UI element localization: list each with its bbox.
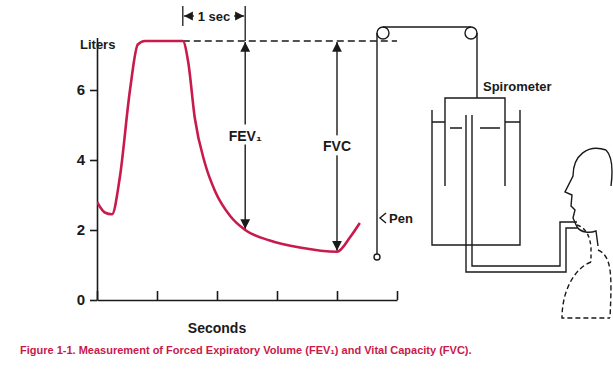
x-tick-mark	[97, 291, 99, 300]
bracket-end	[245, 6, 246, 41]
tube	[466, 115, 577, 272]
pulley	[377, 27, 389, 39]
x-tick-mark	[217, 291, 219, 300]
annotation-label: FVC	[323, 138, 351, 154]
annotation-label: 1 sec	[198, 9, 231, 24]
bell	[445, 98, 505, 186]
annotations: 1 sec FEV₁ FVC	[183, 6, 397, 251]
spirometer-diagram	[374, 27, 612, 318]
figure: 0 2 4 6 Liters Seconds 1 sec FEV₁ FVC Spirometer P…	[0, 0, 613, 371]
y-tick: 4	[77, 151, 97, 168]
y-tick-label: 4	[77, 151, 86, 168]
volume-curve	[97, 41, 360, 252]
cord	[383, 26, 471, 27]
y-tick-mark	[90, 160, 97, 162]
y-tick-label: 2	[77, 221, 85, 238]
x-tick	[157, 291, 158, 300]
label-background	[223, 125, 267, 145]
reference-line	[183, 40, 397, 41]
weight	[374, 254, 380, 260]
x-axis-line	[98, 300, 398, 302]
y-tick-label: 6	[77, 81, 85, 98]
lungs	[562, 250, 611, 318]
tube	[472, 115, 577, 266]
x-axis-title: Seconds	[188, 320, 247, 336]
x-tick	[277, 291, 278, 300]
x-tick-mark	[157, 291, 159, 300]
y-axis: 0 2 4 6	[77, 38, 98, 308]
y-tick-mark	[90, 300, 97, 302]
water-level	[450, 127, 500, 128]
y-tick-label: 0	[77, 291, 85, 308]
x-tick-mark	[337, 291, 339, 300]
x-tick	[97, 291, 98, 300]
airway	[577, 225, 591, 262]
y-tick: 6	[77, 81, 97, 98]
y-axis-title: Liters	[80, 37, 115, 52]
apparatus-label: Pen	[389, 211, 413, 226]
pulley	[465, 27, 477, 39]
bracket-arrow	[184, 15, 194, 16]
cord	[376, 33, 377, 254]
y-axis-line	[97, 38, 99, 301]
x-tick	[397, 291, 398, 300]
water-level	[432, 121, 520, 122]
apparatus-label: Spirometer	[483, 79, 552, 94]
caption: Figure 1-1. Measurement of Forced Expira…	[20, 344, 472, 356]
bracket-arrow	[234, 15, 244, 16]
y-tick-mark	[90, 90, 97, 92]
bracket-end	[182, 6, 183, 26]
y-tick-mark	[90, 230, 97, 232]
annotation-label: FEV₁	[229, 128, 262, 144]
x-tick	[217, 291, 218, 300]
pen-tip	[380, 213, 386, 223]
head	[606, 150, 612, 186]
y-tick: 2	[77, 221, 97, 238]
plot-area	[97, 41, 360, 252]
x-tick-mark	[397, 291, 399, 300]
x-tick-mark	[277, 291, 279, 300]
x-axis	[98, 291, 398, 301]
label-background	[315, 135, 359, 155]
cord	[476, 33, 477, 98]
y-tick: 0	[77, 291, 97, 308]
x-tick	[337, 291, 338, 300]
